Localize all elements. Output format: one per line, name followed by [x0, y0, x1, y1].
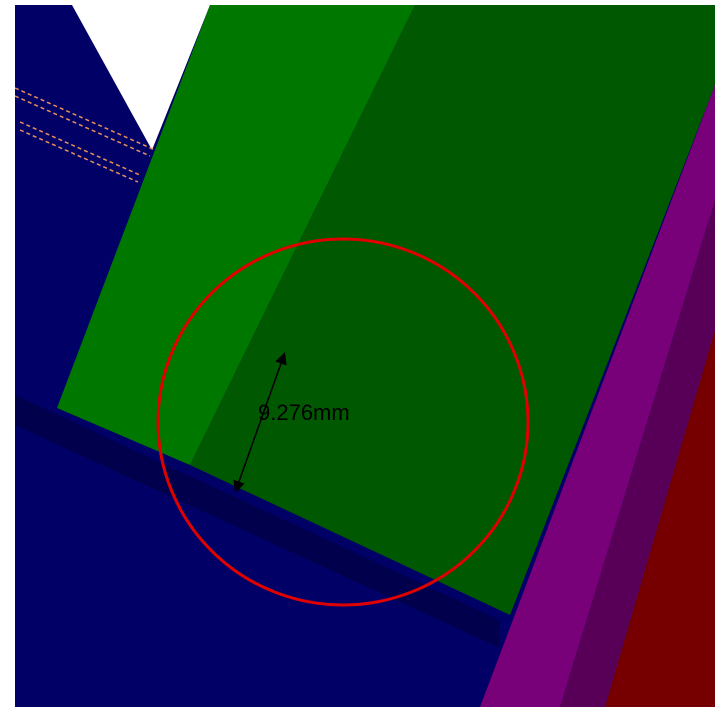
purple-face [480, 85, 715, 707]
red-face [605, 330, 715, 707]
purple-face-dark [560, 200, 715, 707]
dimension-label: 9.276mm [258, 400, 350, 425]
gap [72, 5, 210, 150]
highlight-circle [156, 237, 530, 607]
green-face-light [57, 5, 415, 465]
edge-strip [15, 395, 500, 648]
green-face-dark [190, 5, 715, 615]
hidden-edges [14, 87, 156, 183]
dimension-arrow [233, 352, 287, 493]
